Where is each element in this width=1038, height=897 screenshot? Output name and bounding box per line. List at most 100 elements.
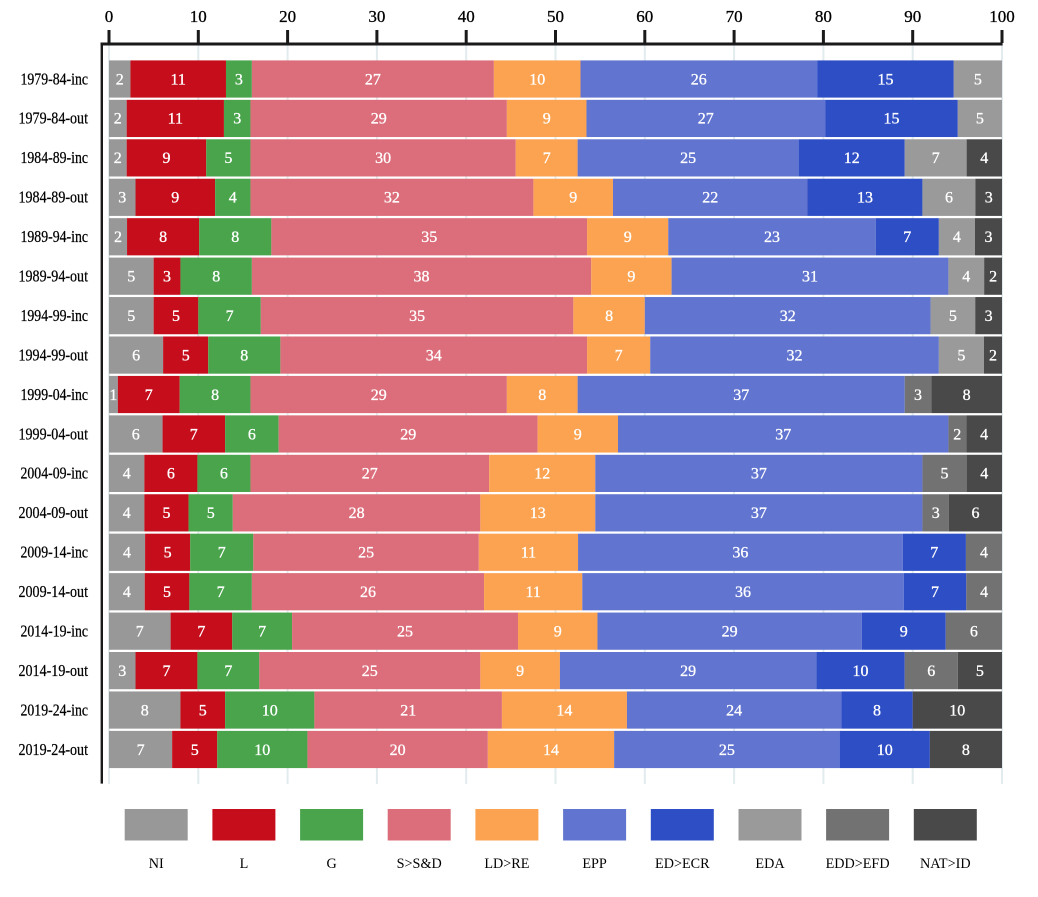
svg-text:2009-14-inc: 2009-14-inc: [21, 543, 89, 562]
svg-text:12: 12: [844, 150, 860, 167]
svg-text:35: 35: [421, 229, 437, 246]
svg-text:1994-99-out: 1994-99-out: [19, 345, 89, 364]
svg-text:7: 7: [930, 545, 938, 562]
svg-text:4: 4: [123, 584, 131, 601]
svg-text:100: 100: [989, 7, 1015, 26]
svg-text:15: 15: [884, 111, 900, 128]
svg-text:3: 3: [932, 505, 940, 522]
svg-text:1979-84-inc: 1979-84-inc: [21, 69, 89, 88]
svg-text:11: 11: [521, 545, 536, 562]
svg-text:29: 29: [722, 624, 738, 641]
svg-text:29: 29: [400, 426, 416, 443]
svg-text:36: 36: [735, 584, 751, 601]
svg-text:38: 38: [414, 269, 430, 286]
svg-text:34: 34: [426, 347, 442, 364]
svg-text:29: 29: [680, 663, 696, 680]
svg-text:G: G: [326, 856, 336, 872]
svg-text:9: 9: [543, 111, 551, 128]
svg-text:7: 7: [226, 308, 234, 325]
svg-text:10: 10: [877, 742, 893, 759]
svg-text:2019-24-inc: 2019-24-inc: [21, 700, 89, 719]
svg-text:1979-84-out: 1979-84-out: [19, 109, 89, 128]
svg-text:8: 8: [212, 269, 220, 286]
svg-text:20: 20: [390, 742, 406, 759]
svg-text:8: 8: [873, 702, 881, 719]
svg-text:7: 7: [543, 150, 551, 167]
svg-text:25: 25: [680, 150, 696, 167]
svg-text:3: 3: [118, 663, 126, 680]
svg-text:6: 6: [132, 347, 140, 364]
svg-text:8: 8: [141, 702, 149, 719]
svg-text:2: 2: [114, 150, 122, 167]
svg-text:23: 23: [764, 229, 780, 246]
svg-text:7: 7: [145, 387, 153, 404]
svg-text:5: 5: [976, 111, 984, 128]
svg-text:12: 12: [534, 466, 550, 483]
svg-text:9: 9: [900, 624, 908, 641]
svg-text:4: 4: [980, 466, 988, 483]
svg-text:10: 10: [529, 71, 545, 88]
svg-text:4: 4: [980, 584, 988, 601]
svg-text:9: 9: [554, 624, 562, 641]
svg-text:5: 5: [207, 505, 215, 522]
svg-text:5: 5: [976, 663, 984, 680]
svg-text:5: 5: [127, 269, 135, 286]
svg-text:1999-04-out: 1999-04-out: [19, 424, 89, 443]
svg-text:37: 37: [751, 466, 767, 483]
svg-text:5: 5: [224, 150, 232, 167]
svg-text:1994-99-inc: 1994-99-inc: [21, 306, 89, 325]
svg-text:LD>RE: LD>RE: [484, 856, 529, 872]
svg-text:9: 9: [516, 663, 524, 680]
svg-text:1984-89-out: 1984-89-out: [19, 188, 89, 207]
svg-text:35: 35: [409, 308, 425, 325]
svg-text:3: 3: [235, 71, 243, 88]
svg-text:8: 8: [159, 229, 167, 246]
svg-text:5: 5: [974, 71, 982, 88]
svg-text:11: 11: [170, 71, 185, 88]
svg-text:1989-94-out: 1989-94-out: [19, 267, 89, 286]
svg-text:29: 29: [371, 387, 387, 404]
svg-text:10: 10: [262, 702, 278, 719]
svg-text:32: 32: [384, 190, 400, 207]
svg-text:8: 8: [211, 387, 219, 404]
svg-text:10: 10: [190, 7, 207, 26]
svg-text:9: 9: [569, 190, 577, 207]
svg-text:60: 60: [636, 7, 653, 26]
svg-text:EDA: EDA: [755, 856, 785, 872]
svg-text:EDD>EFD: EDD>EFD: [826, 856, 890, 872]
svg-text:1: 1: [109, 387, 117, 404]
svg-text:15: 15: [878, 71, 894, 88]
svg-text:9: 9: [627, 269, 635, 286]
svg-text:70: 70: [726, 7, 743, 26]
svg-text:31: 31: [802, 269, 818, 286]
svg-text:7: 7: [217, 584, 225, 601]
svg-text:13: 13: [857, 190, 873, 207]
svg-text:3: 3: [985, 229, 993, 246]
svg-text:5: 5: [957, 347, 965, 364]
svg-text:8: 8: [240, 347, 248, 364]
svg-text:20: 20: [279, 7, 296, 26]
svg-text:NAT>ID: NAT>ID: [920, 856, 971, 872]
svg-text:8: 8: [538, 387, 546, 404]
svg-text:27: 27: [362, 466, 378, 483]
svg-text:9: 9: [171, 190, 179, 207]
svg-text:27: 27: [698, 111, 714, 128]
svg-text:29: 29: [371, 111, 387, 128]
svg-text:4: 4: [123, 545, 131, 562]
svg-text:3: 3: [985, 190, 993, 207]
svg-text:7: 7: [137, 742, 145, 759]
svg-text:7: 7: [258, 624, 266, 641]
svg-text:13: 13: [530, 505, 546, 522]
svg-text:6: 6: [167, 466, 175, 483]
svg-text:90: 90: [904, 7, 921, 26]
svg-text:14: 14: [543, 742, 559, 759]
svg-text:6: 6: [220, 466, 228, 483]
svg-text:22: 22: [702, 190, 718, 207]
svg-text:2004-09-out: 2004-09-out: [19, 503, 89, 522]
svg-text:30: 30: [375, 150, 391, 167]
svg-text:37: 37: [775, 426, 791, 443]
svg-text:S>S&D: S>S&D: [397, 856, 442, 872]
svg-text:4: 4: [953, 229, 961, 246]
svg-text:32: 32: [780, 308, 796, 325]
svg-text:5: 5: [191, 742, 199, 759]
